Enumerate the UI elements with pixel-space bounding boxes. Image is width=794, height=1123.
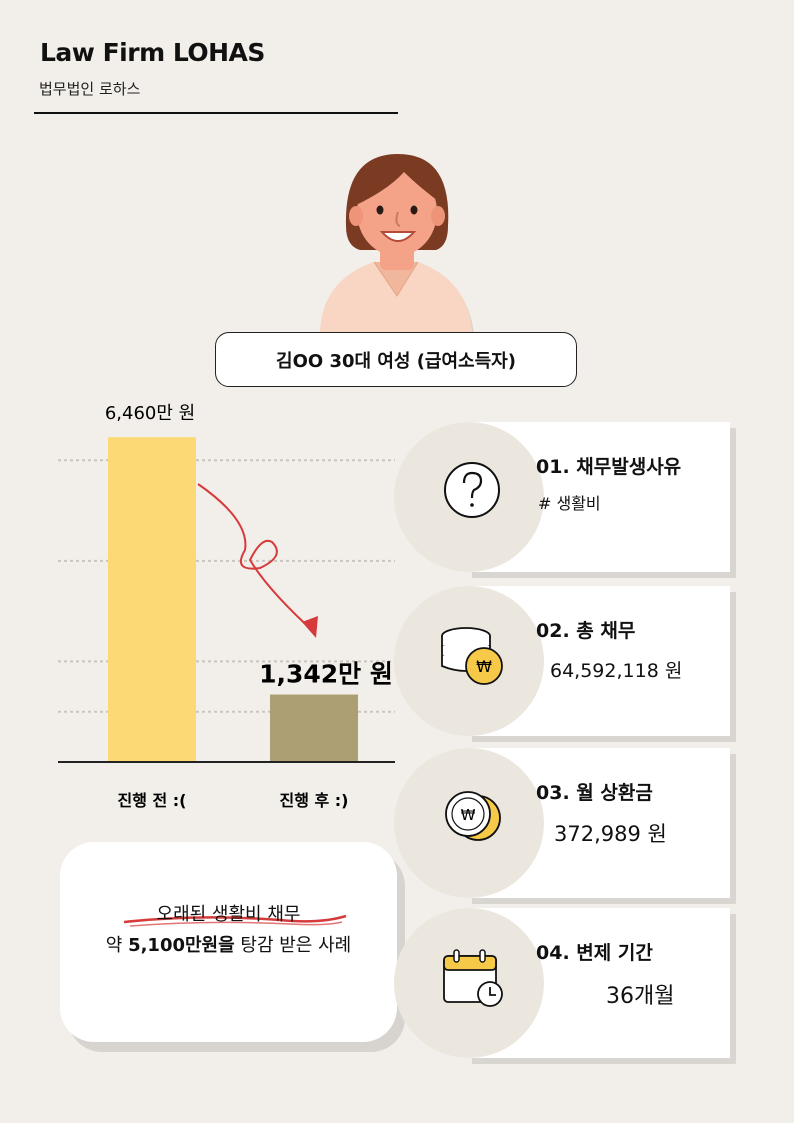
client-avatar: [320, 154, 474, 334]
card-value-reason: # 생활비: [538, 494, 601, 513]
card-title-total-debt: 02. 총 채무: [536, 620, 636, 642]
card-title-repayment-period: 04. 변제 기간: [536, 942, 653, 964]
brand-subtitle: 법무법인 로하스: [39, 80, 141, 98]
coin-stack-icon: ₩: [441, 627, 503, 685]
brand-title: Law Firm LOHAS: [40, 38, 265, 67]
card-value-repayment-period: 36개월: [606, 984, 675, 1009]
bar-before: [108, 437, 196, 762]
info-card-monthly-payment: ₩ 03. 월 상환금 372,989 원: [394, 748, 730, 898]
client-label: 김OO 30대 여성 (급여소득자): [215, 332, 577, 387]
info-card-reason: 01. 채무발생사유 # 생활비: [394, 422, 730, 572]
category-label-before: 진행 전 :(: [117, 791, 186, 810]
svg-text:₩: ₩: [476, 657, 492, 676]
summary-card: [60, 842, 397, 1042]
header-divider: [34, 112, 398, 114]
summary-line-2: 약 5,100만원을 탕감 받은 사례: [105, 935, 352, 956]
bar-after: [270, 694, 358, 762]
won-coins-icon: ₩: [445, 791, 501, 841]
category-label-after: 진행 후 :): [279, 791, 348, 810]
svg-text:₩: ₩: [461, 806, 476, 824]
question-icon: [444, 462, 500, 518]
value-label-after: 1,342만 원: [259, 660, 393, 689]
summary-line-1: 오래된 생활비 채무: [156, 904, 301, 925]
card-title-monthly-payment: 03. 월 상환금: [536, 782, 653, 804]
summary-amount: 5,100만원을: [128, 935, 235, 956]
calendar-clock-icon: [443, 949, 503, 1007]
card-title-reason: 01. 채무발생사유: [536, 456, 682, 478]
card-value-monthly-payment: 372,989 원: [554, 822, 667, 846]
info-card-repayment-period: 04. 변제 기간 36개월: [394, 908, 730, 1058]
highlight-underline: [123, 914, 347, 927]
decrease-arrow-icon: [197, 483, 315, 633]
value-label-before: 6,460만 원: [105, 403, 195, 424]
card-value-total-debt: 64,592,118 원: [550, 660, 683, 682]
info-card-total-debt: ₩ 02. 총 채무 64,592,118 원: [394, 586, 730, 736]
debt-bar-chart: 6,460만 원 1,342만 원 진행 전 :( 진행 후 :): [58, 403, 395, 810]
